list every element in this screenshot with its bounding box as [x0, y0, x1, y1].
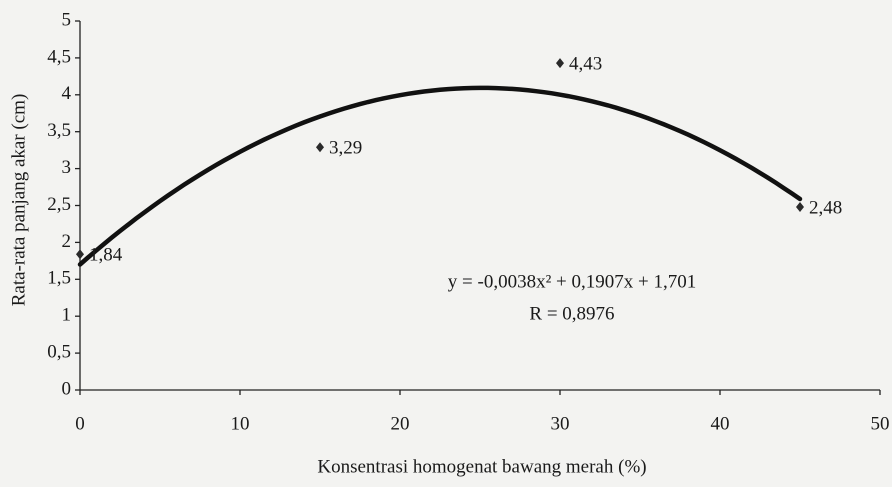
y-tick-label: 3: [62, 157, 72, 178]
x-tick-label: 50: [871, 413, 890, 434]
data-point: [76, 249, 84, 260]
x-tick-label: 30: [551, 413, 570, 434]
x-axis-title: Konsentrasi homogenat bawang merah (%): [317, 456, 646, 477]
y-tick-label: 1,5: [47, 268, 71, 289]
x-tick-label: 0: [75, 413, 85, 434]
data-label: 3,29: [329, 138, 362, 159]
data-point: [556, 58, 564, 69]
data-point: [316, 142, 324, 153]
y-tick-label: 0: [62, 378, 72, 399]
trendline: [77, 85, 803, 267]
trendline-equation: y = -0,0038x² + 0,1907x + 1,701: [448, 271, 696, 292]
y-tick-label: 0,5: [47, 341, 71, 362]
trendline-r: R = 0,8976: [529, 303, 614, 324]
x-tick-label: 20: [391, 413, 410, 434]
y-tick-label: 2: [62, 231, 72, 252]
data-point: [796, 201, 804, 212]
y-tick-label: 4: [62, 83, 72, 104]
data-label: 1,84: [89, 245, 123, 266]
y-tick-label: 4,5: [47, 46, 71, 67]
y-axis-title: Rata-rata panjang akar (cm): [8, 94, 29, 307]
y-tick-label: 5: [62, 9, 72, 30]
data-label: 2,48: [809, 197, 842, 218]
y-tick-label: 2,5: [47, 194, 71, 215]
y-tick-label: 3,5: [47, 120, 71, 141]
x-tick-label: 40: [711, 413, 730, 434]
data-label: 4,43: [569, 53, 602, 74]
x-tick-label: 10: [231, 413, 250, 434]
y-tick-label: 1: [62, 305, 72, 326]
